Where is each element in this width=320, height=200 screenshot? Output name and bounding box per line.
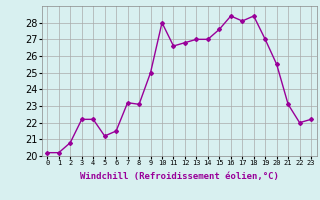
- X-axis label: Windchill (Refroidissement éolien,°C): Windchill (Refroidissement éolien,°C): [80, 172, 279, 181]
